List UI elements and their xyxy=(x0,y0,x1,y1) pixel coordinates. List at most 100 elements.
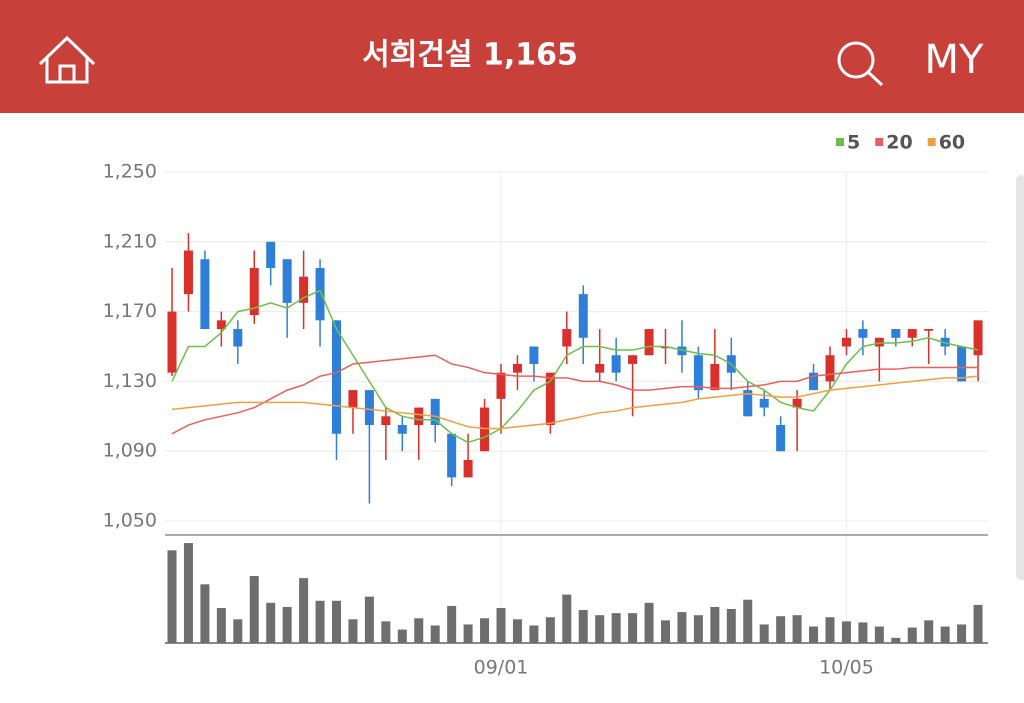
volume-bar xyxy=(809,626,819,643)
legend-label: 60 xyxy=(939,132,965,154)
candle-body xyxy=(216,320,226,330)
candle-body xyxy=(414,407,424,426)
legend-label: 20 xyxy=(886,132,912,154)
volume-bar xyxy=(578,610,588,643)
candle-body xyxy=(397,425,407,434)
volume-bar xyxy=(266,602,276,643)
volume-bar xyxy=(611,613,621,643)
volume-bar xyxy=(743,599,753,643)
volume-bar xyxy=(397,629,407,643)
candle-body xyxy=(496,372,506,399)
volume-bar xyxy=(924,620,934,643)
my-button[interactable]: MY xyxy=(925,37,985,83)
volume-bar xyxy=(463,624,473,643)
volume-bar xyxy=(430,625,440,643)
legend-swatch xyxy=(875,138,884,146)
volume-bar xyxy=(315,600,325,643)
y-tick-label: 1,090 xyxy=(103,440,157,462)
volume-bar xyxy=(183,543,193,643)
candle-body xyxy=(710,363,720,391)
candle-body xyxy=(348,390,358,408)
y-tick-label: 1,210 xyxy=(103,230,157,252)
volume-bar xyxy=(216,607,226,643)
volume-bar xyxy=(825,617,835,643)
candle-body xyxy=(957,346,967,382)
candle-body xyxy=(167,311,177,373)
volume-bar xyxy=(792,615,802,643)
volume-bar xyxy=(282,606,292,643)
candle-body xyxy=(266,241,276,268)
volume-bar xyxy=(414,618,424,643)
volume-bar xyxy=(693,615,703,643)
candle-body xyxy=(644,329,654,356)
volume-bar xyxy=(595,615,605,643)
candle-body xyxy=(743,390,753,417)
volume-bar xyxy=(545,617,555,643)
candle-body xyxy=(562,329,572,347)
candle-body xyxy=(430,398,440,426)
candle-body xyxy=(332,320,341,434)
legend-swatch xyxy=(927,138,936,146)
candle-body xyxy=(841,337,851,347)
volume-bar xyxy=(776,616,786,643)
candle-body xyxy=(447,433,457,478)
header-bar xyxy=(0,0,1024,113)
candle-body xyxy=(233,329,243,347)
legend-label: 5 xyxy=(847,132,860,154)
candle-body xyxy=(776,425,786,452)
volume-bar xyxy=(973,604,983,643)
volume-bar xyxy=(249,576,259,643)
candle-body xyxy=(249,267,259,316)
volume-bar xyxy=(726,609,736,643)
volume-bar xyxy=(841,621,851,643)
candle-body xyxy=(529,346,539,364)
volume-bar xyxy=(677,612,687,643)
x-tick-label: 09/01 xyxy=(474,657,529,679)
candle-body xyxy=(183,250,193,295)
candle-body xyxy=(874,337,884,347)
candle-body xyxy=(661,346,670,349)
candle-body xyxy=(973,320,983,356)
volume-bar xyxy=(529,625,539,643)
volume-bar xyxy=(891,637,901,643)
volume-bar xyxy=(200,584,210,643)
volume-bar xyxy=(233,619,243,643)
search-button[interactable] xyxy=(837,41,884,87)
candle-body xyxy=(628,355,638,364)
moving-average-line xyxy=(171,354,979,435)
candle-body xyxy=(940,337,950,347)
moving-average-line xyxy=(171,289,979,444)
candle-body xyxy=(677,346,687,356)
candle-body xyxy=(924,329,934,331)
volume-bar xyxy=(167,550,177,643)
candle-body xyxy=(545,372,555,426)
volume-bar xyxy=(940,626,950,643)
scrollbar xyxy=(1016,175,1024,580)
volume-bar xyxy=(348,619,358,643)
candle-body xyxy=(381,416,391,426)
candle-body xyxy=(578,294,588,338)
volume-bar xyxy=(447,605,457,643)
volume-bar xyxy=(858,622,868,643)
volume-bar xyxy=(759,624,769,643)
candle-body xyxy=(858,329,868,338)
volume-bar xyxy=(496,607,506,643)
y-tick-label: 1,050 xyxy=(103,510,157,532)
candle-body xyxy=(611,355,621,373)
volume-bar xyxy=(512,619,522,643)
volume-bar xyxy=(381,621,391,643)
legend-swatch xyxy=(836,138,844,146)
candle-body xyxy=(693,355,703,391)
home-button[interactable] xyxy=(38,35,96,84)
volume-bar xyxy=(364,596,374,643)
candle-body xyxy=(463,459,473,478)
candle-body xyxy=(907,329,917,338)
candle-body xyxy=(480,407,490,452)
y-tick-label: 1,130 xyxy=(103,370,157,392)
volume-bar xyxy=(299,578,309,643)
candle-body xyxy=(282,259,292,303)
candle-body xyxy=(891,329,901,338)
volume-bar xyxy=(480,618,490,643)
